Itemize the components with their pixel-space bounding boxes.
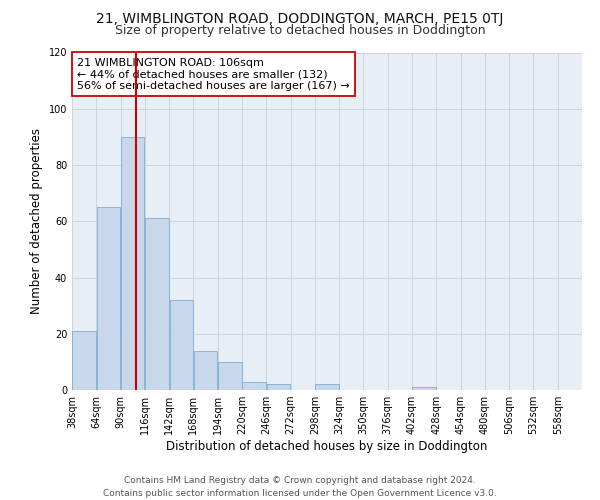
Bar bbox=[73, 331, 96, 390]
Bar bbox=[218, 362, 242, 390]
Bar bbox=[170, 300, 193, 390]
Bar bbox=[266, 384, 290, 390]
Bar bbox=[315, 384, 339, 390]
Text: Size of property relative to detached houses in Doddington: Size of property relative to detached ho… bbox=[115, 24, 485, 37]
Bar bbox=[97, 207, 120, 390]
Bar bbox=[121, 137, 145, 390]
Text: 21, WIMBLINGTON ROAD, DODDINGTON, MARCH, PE15 0TJ: 21, WIMBLINGTON ROAD, DODDINGTON, MARCH,… bbox=[97, 12, 503, 26]
Bar bbox=[242, 382, 266, 390]
Text: Contains HM Land Registry data © Crown copyright and database right 2024.
Contai: Contains HM Land Registry data © Crown c… bbox=[103, 476, 497, 498]
Text: 21 WIMBLINGTON ROAD: 106sqm
← 44% of detached houses are smaller (132)
56% of se: 21 WIMBLINGTON ROAD: 106sqm ← 44% of det… bbox=[77, 58, 350, 91]
Bar bbox=[145, 218, 169, 390]
Bar bbox=[412, 387, 436, 390]
X-axis label: Distribution of detached houses by size in Doddington: Distribution of detached houses by size … bbox=[166, 440, 488, 453]
Y-axis label: Number of detached properties: Number of detached properties bbox=[30, 128, 43, 314]
Bar bbox=[194, 350, 217, 390]
